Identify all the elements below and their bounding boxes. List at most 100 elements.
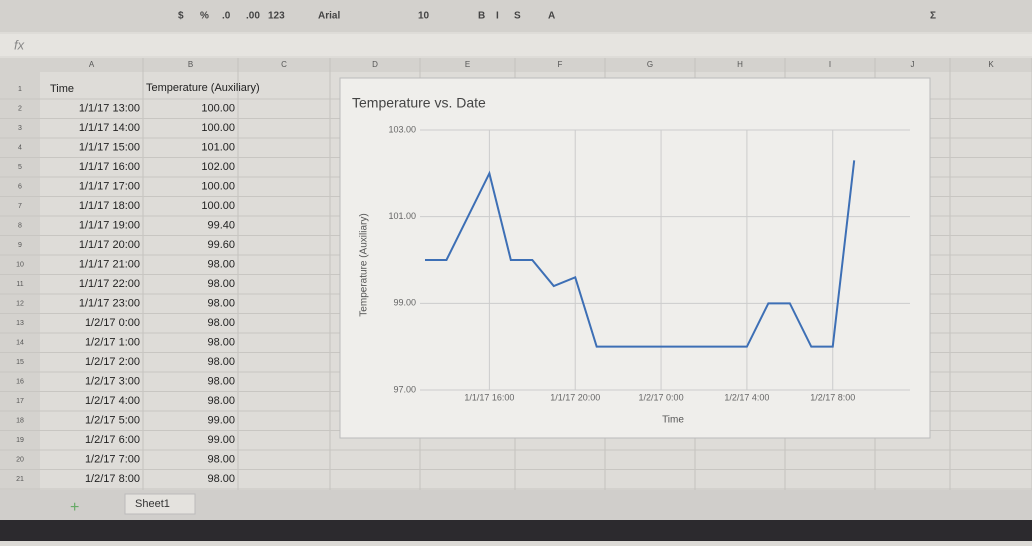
fx-label: fx: [14, 37, 25, 52]
table-cell: 1/2/17 4:00: [85, 395, 140, 407]
row-number: 13: [16, 320, 24, 327]
y-tick-label: 101.00: [388, 211, 416, 221]
table-cell: 1/1/17 13:00: [79, 102, 140, 114]
row-number: 17: [16, 398, 24, 405]
table-cell: 98.00: [207, 395, 235, 407]
column-letter: B: [188, 60, 193, 69]
table-cell: 100.00: [201, 200, 235, 212]
table-cell: 98.00: [207, 453, 235, 465]
sheet-tab[interactable]: [124, 493, 196, 515]
table-cell: 100.00: [201, 122, 235, 134]
column-letter: C: [281, 60, 287, 69]
data-line: [425, 160, 856, 348]
column-letter: H: [737, 60, 743, 69]
chart-title: Temperature vs. Date: [352, 95, 486, 111]
toolbar-item: .0: [222, 11, 231, 22]
column-letter: F: [558, 60, 563, 69]
row-number: 7: [18, 203, 22, 210]
row-number: 2: [18, 105, 22, 112]
row-number: 3: [18, 125, 22, 132]
table-cell: 1/2/17 7:00: [85, 453, 140, 465]
toolbar-item: B: [478, 11, 485, 22]
table-cell: 99.40: [207, 219, 235, 231]
toolbar-item: $: [178, 11, 184, 22]
row-number: 4: [18, 144, 22, 151]
table-cell: 99.00: [207, 434, 235, 446]
dock: [0, 520, 1032, 541]
column-letter: J: [911, 60, 915, 69]
y-tick-label: 99.00: [393, 298, 416, 308]
table-cell: 1/1/17 23:00: [79, 297, 140, 309]
column-letter: D: [372, 60, 378, 69]
table-cell: 100.00: [201, 102, 235, 114]
table-cell: 1/1/17 16:00: [79, 161, 140, 173]
table-cell: 1/2/17 8:00: [85, 473, 140, 485]
row-number: 5: [18, 164, 22, 171]
table-cell: 98.00: [207, 278, 235, 290]
table-cell: 1/1/17 19:00: [79, 219, 140, 231]
table-cell: 98.00: [207, 258, 235, 270]
sheet-tab-label[interactable]: Sheet1: [135, 498, 170, 510]
table-cell: 1/2/17 6:00: [85, 434, 140, 446]
table-cell: 98.00: [207, 336, 235, 348]
table-cell: 1/2/17 2:00: [85, 356, 140, 368]
y-axis-label: Temperature (Auxiliary): [359, 213, 370, 316]
row-number: 20: [16, 456, 24, 463]
toolbar: [0, 0, 1032, 32]
toolbar-item: .00: [246, 11, 260, 22]
x-tick-label: 1/2/17 8:00: [810, 392, 855, 402]
column-letter: A: [89, 60, 95, 69]
table-cell: 98.00: [207, 356, 235, 368]
column-letter: I: [829, 60, 831, 69]
toolbar-item: A: [548, 11, 555, 22]
row-header: [0, 72, 40, 492]
table-cell: 1/2/17 1:00: [85, 336, 140, 348]
row-number: 15: [16, 359, 24, 366]
row-number: 11: [16, 281, 23, 288]
table-cell: 1/2/17 3:00: [85, 375, 140, 387]
table-cell: 98.00: [207, 297, 235, 309]
table-cell: 98.00: [207, 317, 235, 329]
table-cell: 1/2/17 5:00: [85, 414, 140, 426]
chart-frame: [339, 77, 931, 439]
row-number: 18: [16, 417, 24, 424]
column-header: [0, 58, 1032, 72]
row-number: 16: [16, 378, 24, 385]
y-tick-label: 103.00: [388, 124, 416, 134]
x-tick-label: 1/2/17 4:00: [724, 392, 769, 402]
row-number: 10: [16, 261, 24, 268]
row-number: 9: [18, 242, 22, 249]
y-tick-label: 97.00: [393, 384, 416, 394]
row-number: 19: [16, 437, 24, 444]
toolbar-item: 10: [418, 11, 430, 22]
x-tick-label: 1/1/17 16:00: [464, 392, 514, 402]
formula-bar: [0, 34, 1032, 56]
row-number: 1: [18, 86, 22, 93]
toolbar-item: Σ: [930, 11, 936, 22]
x-axis-label: Time: [662, 415, 684, 426]
table-header: Time: [50, 83, 74, 95]
table-cell: 1/2/17 0:00: [85, 317, 140, 329]
table-cell: 1/1/17 21:00: [79, 258, 140, 270]
x-tick-label: 1/1/17 20:00: [550, 392, 600, 402]
column-letter: E: [465, 60, 470, 69]
table-cell: 1/1/17 14:00: [79, 122, 140, 134]
toolbar-item: %: [200, 11, 209, 22]
table-cell: 102.00: [201, 161, 235, 173]
table-cell: 100.00: [201, 180, 235, 192]
table-cell: 1/1/17 18:00: [79, 200, 140, 212]
toolbar-item: 123: [268, 11, 285, 22]
x-tick-label: 1/2/17 0:00: [639, 392, 684, 402]
table-cell: 1/1/17 20:00: [79, 239, 140, 251]
toolbar-item: S: [514, 11, 521, 22]
table-cell: 99.00: [207, 414, 235, 426]
column-letter: K: [988, 60, 994, 69]
row-number: 14: [16, 339, 24, 346]
add-sheet[interactable]: +: [70, 499, 79, 516]
row-number: 21: [16, 476, 24, 483]
table-cell: 1/1/17 22:00: [79, 278, 140, 290]
row-number: 8: [18, 222, 22, 229]
table-cell: 1/1/17 17:00: [79, 180, 140, 192]
table-cell: 98.00: [207, 375, 235, 387]
